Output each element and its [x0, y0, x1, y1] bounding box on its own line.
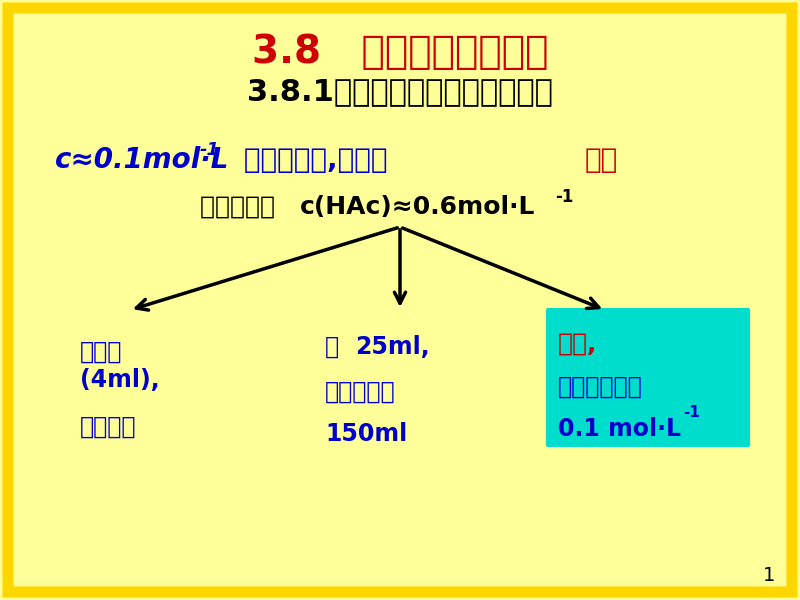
Text: 需滴定剂约: 需滴定剂约 — [325, 380, 396, 404]
Text: 取少量
(4ml),: 取少量 (4ml), — [80, 340, 160, 392]
Text: 150ml: 150ml — [325, 422, 407, 446]
Text: -1: -1 — [683, 405, 700, 420]
Text: c(HAc)≈0.6mol·L: c(HAc)≈0.6mol·L — [300, 195, 535, 219]
Text: 粗测,: 粗测, — [558, 332, 598, 356]
Text: 3.8.1酸碱标准溶液的配制与标定: 3.8.1酸碱标准溶液的配制与标定 — [247, 77, 553, 107]
FancyBboxPatch shape — [8, 8, 792, 592]
Text: 稀则突跃小,浓则？: 稀则突跃小,浓则？ — [215, 146, 387, 174]
Text: 0.1 mol·L: 0.1 mol·L — [558, 417, 681, 441]
Text: 取: 取 — [325, 335, 339, 359]
Text: c≈0.1mol·L: c≈0.1mol·L — [55, 146, 230, 174]
Text: -1: -1 — [555, 188, 574, 206]
Text: 体积误差: 体积误差 — [80, 415, 137, 439]
FancyBboxPatch shape — [546, 308, 750, 447]
Text: 定量稀释至约: 定量稀释至约 — [558, 375, 642, 399]
Text: -1: -1 — [200, 141, 220, 159]
Text: 浪费: 浪费 — [585, 146, 618, 174]
Text: 例：食醋中: 例：食醋中 — [200, 195, 283, 219]
Text: 1: 1 — [762, 566, 775, 585]
Text: 3.8   酸碱滴定法的应用: 3.8 酸碱滴定法的应用 — [252, 33, 548, 71]
Text: 25ml,: 25ml, — [355, 335, 430, 359]
